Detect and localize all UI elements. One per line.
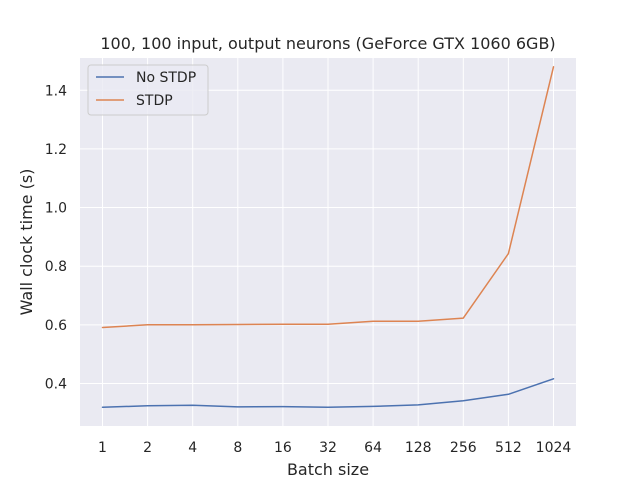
x-tick-labels: 1 2 4 8 16 32 64 128 256 512 1024 — [98, 440, 571, 456]
y-tick-label: 1.0 — [45, 201, 67, 217]
x-tick-label: 1 — [98, 440, 107, 456]
x-axis-label: Batch size — [287, 460, 369, 479]
y-tick-label: 0.8 — [45, 259, 67, 275]
y-tick-label: 1.2 — [45, 142, 67, 158]
x-tick-label: 16 — [274, 440, 292, 456]
y-tick-label: 0.6 — [45, 318, 67, 334]
x-tick-label: 1024 — [536, 440, 572, 456]
legend: No STDP STDP — [87, 64, 209, 116]
x-tick-label: 512 — [495, 440, 522, 456]
x-tick-label: 128 — [405, 440, 432, 456]
legend-label-no-stdp: No STDP — [136, 70, 196, 86]
y-axis-label: Wall clock time (s) — [17, 169, 36, 316]
x-tick-label: 2 — [143, 440, 152, 456]
legend-label-stdp: STDP — [136, 93, 173, 109]
series-line-no-stdp — [101, 378, 555, 408]
y-tick-labels: 0.4 0.6 0.8 1.0 1.2 1.4 — [45, 83, 67, 392]
series-layer — [101, 66, 555, 408]
grid-lines — [80, 58, 576, 426]
x-tick-label: 64 — [364, 440, 382, 456]
series-line-stdp — [101, 66, 555, 329]
chart-title: 100, 100 input, output neurons (GeForce … — [100, 34, 555, 53]
y-tick-label: 0.4 — [45, 376, 67, 392]
x-tick-label: 4 — [188, 440, 197, 456]
x-tick-label: 8 — [233, 440, 242, 456]
x-tick-label: 256 — [450, 440, 477, 456]
y-tick-label: 1.4 — [45, 83, 67, 99]
x-tick-label: 32 — [319, 440, 337, 456]
